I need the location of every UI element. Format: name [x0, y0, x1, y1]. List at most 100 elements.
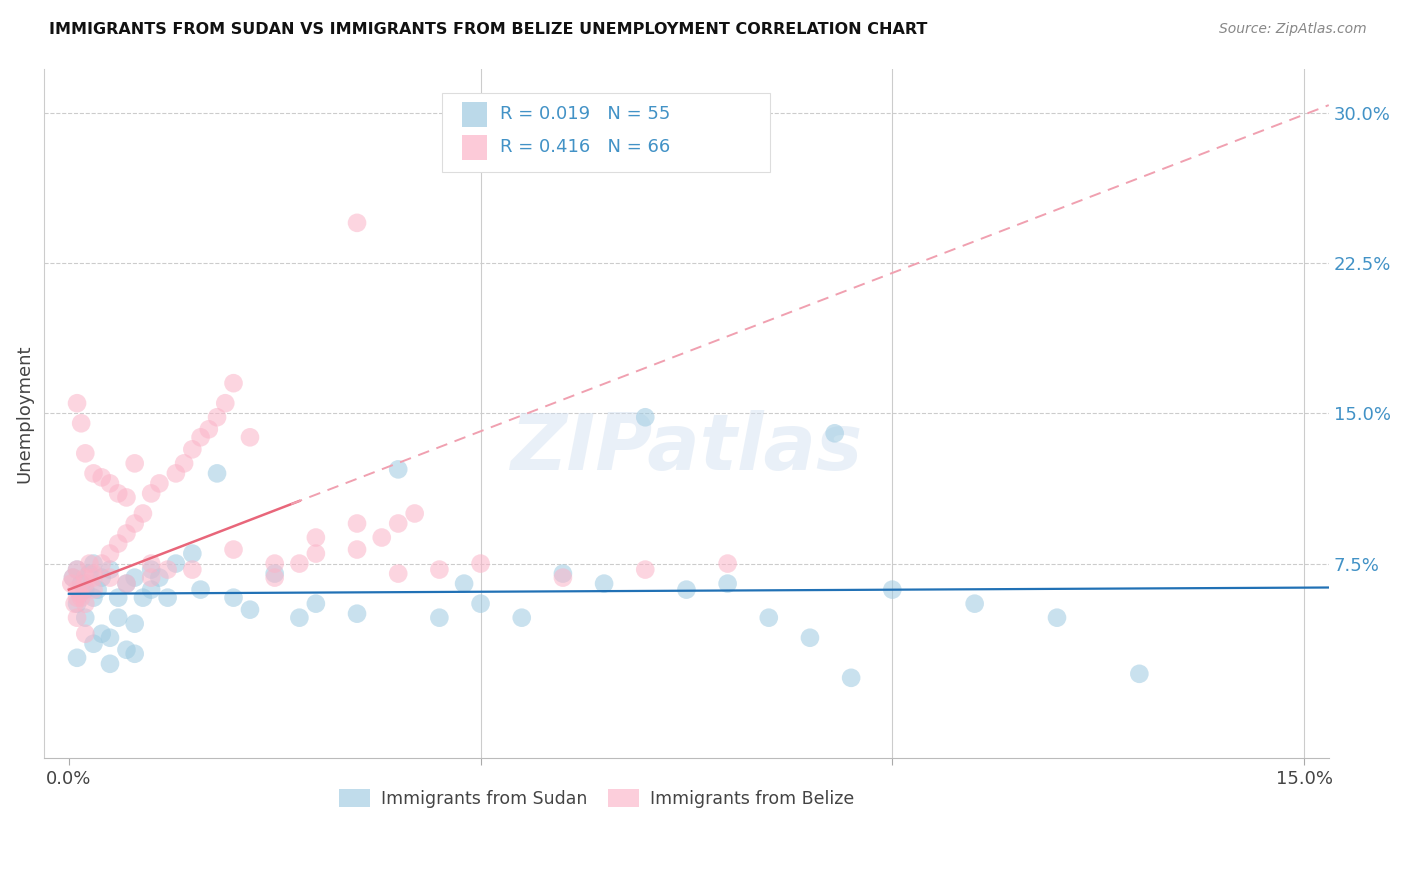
Point: [156, 563, 179, 577]
Point: [634, 563, 657, 577]
Point: [263, 566, 285, 581]
Point: [66, 610, 89, 624]
Point: [107, 591, 129, 605]
Point: [60, 576, 83, 591]
Point: [214, 396, 236, 410]
Point: [75, 446, 97, 460]
Point: [181, 563, 204, 577]
Point: [79, 566, 101, 581]
Point: [70, 576, 93, 591]
Point: [305, 597, 328, 611]
Point: [205, 467, 228, 481]
Point: [79, 557, 101, 571]
Point: [62, 571, 84, 585]
Point: [346, 542, 368, 557]
Point: [132, 591, 155, 605]
Point: [288, 610, 311, 624]
Point: [75, 597, 97, 611]
FancyBboxPatch shape: [443, 93, 770, 172]
Point: [83, 566, 105, 581]
Point: [141, 486, 163, 500]
Point: [882, 582, 904, 597]
Point: [70, 417, 93, 431]
Point: [83, 591, 105, 605]
Point: [115, 576, 138, 591]
Point: [239, 430, 262, 444]
Point: [1128, 666, 1150, 681]
Point: [66, 563, 89, 577]
Point: [239, 602, 262, 616]
Point: [190, 582, 212, 597]
Point: [222, 542, 245, 557]
Point: [115, 576, 138, 591]
Point: [63, 597, 86, 611]
Point: [98, 657, 121, 671]
Point: [66, 597, 89, 611]
Point: [124, 647, 146, 661]
Point: [66, 396, 89, 410]
Point: [98, 571, 121, 585]
Point: [75, 582, 97, 597]
Point: [429, 563, 451, 577]
Point: [148, 571, 170, 585]
Point: [963, 597, 986, 611]
Point: [165, 557, 187, 571]
Point: [346, 216, 368, 230]
Point: [839, 671, 862, 685]
Point: [404, 507, 426, 521]
Point: [70, 591, 93, 605]
Point: [1046, 610, 1069, 624]
Point: [551, 566, 574, 581]
Point: [98, 476, 121, 491]
Point: [717, 576, 740, 591]
Point: [83, 557, 105, 571]
Point: [66, 591, 89, 605]
Point: [90, 571, 112, 585]
Point: [83, 467, 105, 481]
Text: R = 0.019   N = 55: R = 0.019 N = 55: [501, 105, 671, 123]
Point: [83, 637, 105, 651]
Point: [124, 571, 146, 585]
Text: R = 0.416   N = 66: R = 0.416 N = 66: [501, 137, 671, 156]
Point: [453, 576, 475, 591]
Point: [346, 516, 368, 531]
Bar: [461, 135, 488, 160]
Point: [470, 557, 492, 571]
Point: [115, 642, 138, 657]
Point: [75, 626, 97, 640]
Point: [510, 610, 533, 624]
Point: [132, 507, 155, 521]
Point: [371, 531, 394, 545]
Point: [69, 587, 91, 601]
Point: [263, 557, 285, 571]
Point: [75, 576, 97, 591]
Point: [86, 582, 108, 597]
Point: [66, 582, 89, 597]
Point: [675, 582, 697, 597]
Point: [387, 566, 409, 581]
Point: [83, 582, 105, 597]
Y-axis label: Unemployment: Unemployment: [15, 344, 32, 483]
Point: [305, 547, 328, 561]
Point: [115, 526, 138, 541]
Text: ZIPatlas: ZIPatlas: [510, 409, 862, 486]
Point: [346, 607, 368, 621]
Point: [62, 571, 84, 585]
Point: [141, 557, 163, 571]
Point: [90, 626, 112, 640]
Point: [98, 631, 121, 645]
Text: IMMIGRANTS FROM SUDAN VS IMMIGRANTS FROM BELIZE UNEMPLOYMENT CORRELATION CHART: IMMIGRANTS FROM SUDAN VS IMMIGRANTS FROM…: [49, 22, 928, 37]
Point: [156, 591, 179, 605]
Point: [75, 571, 97, 585]
Point: [98, 563, 121, 577]
Point: [824, 426, 846, 441]
Point: [141, 563, 163, 577]
Point: [799, 631, 821, 645]
Point: [593, 576, 616, 591]
Point: [98, 547, 121, 561]
Point: [148, 476, 170, 491]
Point: [90, 470, 112, 484]
Point: [205, 410, 228, 425]
Point: [107, 610, 129, 624]
Point: [190, 430, 212, 444]
